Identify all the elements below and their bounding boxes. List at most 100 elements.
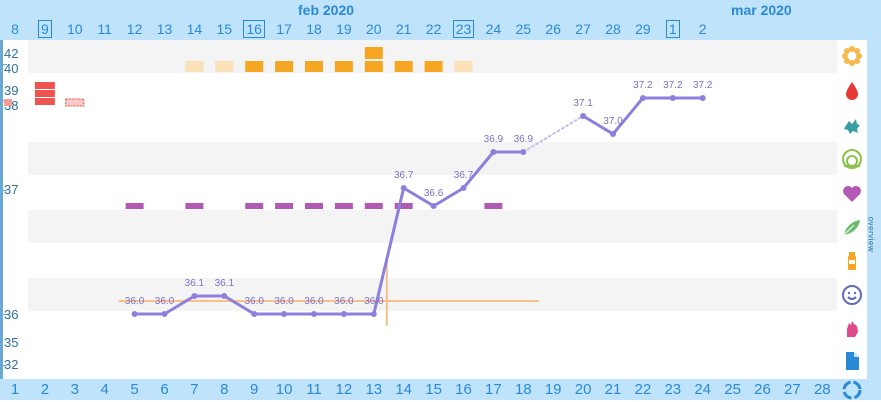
bottle-icon[interactable]: [840, 249, 864, 273]
sex-marker: [305, 203, 323, 209]
cycle-day-label[interactable]: 9: [250, 381, 259, 398]
cycle-day-label[interactable]: 7: [190, 381, 199, 398]
cycle-day-label[interactable]: 20: [574, 381, 592, 398]
temperature-value: 36.6: [424, 188, 444, 199]
temperature-point: [460, 185, 467, 191]
cycle-day-label[interactable]: 25: [724, 381, 741, 398]
cycle-day-label[interactable]: 21: [604, 381, 622, 398]
cycle-day-label[interactable]: 4: [100, 381, 109, 398]
temperature-point: [520, 149, 527, 155]
temperature-point: [370, 311, 377, 317]
cycle-day-label[interactable]: 22: [634, 381, 652, 398]
cycle-day-label[interactable]: 6: [160, 381, 169, 398]
date-label[interactable]: 18: [306, 21, 322, 37]
date-label[interactable]: 26: [545, 21, 561, 37]
cycle-icon[interactable]: [840, 378, 864, 402]
cycle-day-label[interactable]: 2: [40, 381, 50, 398]
cycle-day-label[interactable]: 17: [485, 381, 502, 398]
cycle-day-label[interactable]: 11: [306, 381, 322, 398]
temperature-value: 36.7: [454, 170, 474, 181]
mucus-marker: [245, 61, 264, 72]
drop-icon[interactable]: [840, 79, 864, 103]
date-label[interactable]: 20: [366, 21, 382, 37]
date-label[interactable]: 15: [216, 21, 233, 37]
date-label[interactable]: 11: [97, 21, 112, 37]
date-label[interactable]: 21: [395, 21, 412, 37]
date-label[interactable]: 22: [425, 21, 442, 37]
overview-tab[interactable]: overview: [866, 40, 881, 379]
y-axis-ruler[interactable]: [0, 40, 3, 379]
cycle-day-label[interactable]: 24: [694, 381, 712, 398]
date-header: [0, 0, 881, 40]
bleeding-marker: [4, 99, 12, 106]
date-label[interactable]: 13: [156, 21, 173, 37]
date-label[interactable]: 24: [485, 21, 502, 37]
leaf-icon[interactable]: [840, 215, 864, 239]
cycle-day-label[interactable]: 8: [220, 381, 229, 398]
date-label[interactable]: 17: [276, 21, 292, 37]
band: [28, 210, 837, 243]
date-label[interactable]: 25: [515, 21, 532, 37]
temperature-value: 36.1: [185, 278, 205, 289]
date-label[interactable]: 29: [635, 21, 651, 37]
cycle-day-label[interactable]: 13: [365, 381, 383, 398]
sex-marker: [364, 203, 383, 209]
heart-icon[interactable]: [840, 181, 864, 205]
date-label[interactable]: 16: [242, 20, 266, 38]
cycle-day-label[interactable]: 28: [813, 381, 831, 398]
temperature-value: 36.9: [514, 134, 534, 145]
sex-marker: [394, 203, 413, 209]
temperature-point: [340, 311, 347, 317]
sex-marker: [125, 203, 144, 209]
cycle-day-label[interactable]: 1: [10, 381, 20, 398]
date-label[interactable]: 8: [11, 21, 19, 37]
date-label[interactable]: 1: [661, 20, 685, 38]
cycle-day-label[interactable]: 10: [275, 381, 293, 398]
date-label[interactable]: 2: [698, 21, 707, 37]
temperature-value: 36.0: [155, 296, 175, 307]
cervix-icon[interactable]: [840, 147, 864, 171]
cycle-day-label[interactable]: 12: [335, 381, 353, 398]
cycle-day-label[interactable]: 15: [425, 381, 442, 398]
ruler-tick: [0, 100, 7, 101]
temperature-value: 36.0: [244, 296, 264, 307]
date-label[interactable]: 23: [452, 20, 476, 38]
temperature-line-segment: [372, 186, 406, 316]
cycle-day-label[interactable]: 23: [664, 381, 682, 398]
temperature-value: 36.0: [274, 296, 294, 307]
temperature-point: [699, 95, 706, 101]
splash-icon[interactable]: [840, 113, 864, 137]
hand-icon[interactable]: [840, 317, 864, 341]
mucus-marker: [364, 61, 383, 72]
temperature-point: [221, 293, 228, 299]
flower-icon[interactable]: [840, 44, 864, 68]
cycle-day-label[interactable]: 3: [70, 381, 79, 398]
cycle-day-label[interactable]: 16: [455, 381, 472, 398]
band: [28, 278, 837, 311]
document-icon[interactable]: [840, 349, 864, 373]
temperature-line-segment: [522, 115, 585, 153]
date-label[interactable]: 28: [605, 21, 621, 37]
cycle-day-label[interactable]: 14: [395, 381, 413, 398]
temperature-chart[interactable]: 36.0 36.0 36.1 36.1 36.0 36.0 36.0 36.0 36.0 36.7…: [0, 0, 837, 379]
sex-marker: [484, 203, 503, 209]
cycle-day-label[interactable]: 5: [130, 381, 139, 398]
date-label[interactable]: 14: [186, 21, 203, 37]
y-label-42: 42: [4, 46, 19, 61]
temperature-line-segment: [163, 294, 196, 316]
cycle-day-label[interactable]: 19: [544, 381, 562, 398]
date-label[interactable]: 12: [126, 21, 143, 37]
date-label[interactable]: 27: [575, 21, 591, 37]
cycle-day-label[interactable]: 18: [514, 381, 532, 398]
spotting-marker: [65, 98, 85, 107]
smiley-icon[interactable]: [840, 283, 864, 307]
mucus-marker: [454, 61, 473, 72]
date-label[interactable]: 10: [67, 21, 83, 37]
cycle-day-label[interactable]: 27: [784, 381, 801, 398]
date-label[interactable]: 19: [336, 21, 352, 37]
date-label[interactable]: 9: [33, 20, 57, 38]
ruler-tick: [0, 64, 7, 65]
temperature-line-segment: [462, 150, 495, 190]
bleeding-marker: [34, 82, 55, 89]
cycle-day-label[interactable]: 26: [754, 381, 771, 398]
